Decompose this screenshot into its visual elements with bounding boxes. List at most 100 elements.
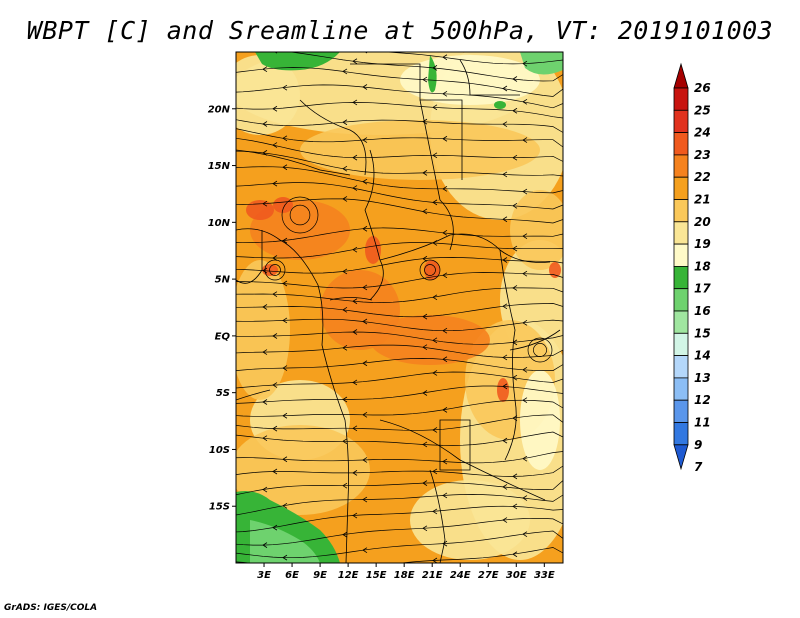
wbpt-contour-fill <box>300 120 540 180</box>
streamline-arrow <box>432 104 438 111</box>
colorbar-segment <box>673 377 689 401</box>
wbpt-contour-fill <box>365 236 381 264</box>
streamline-arrow <box>272 524 278 531</box>
lon-tick-label: 21E <box>422 570 443 581</box>
streamline-arrow <box>442 327 448 334</box>
streamline <box>236 166 563 194</box>
streamline-arrow <box>422 525 428 532</box>
colorbar-label: 11 <box>694 416 711 430</box>
longitude-axis: 3E 6E 9E 12E 15E 18E 21E 24E 27E 30E 33E <box>257 563 555 581</box>
streamline-arrow <box>362 318 368 325</box>
colorbar-label: 7 <box>694 460 703 474</box>
streamline-arrow <box>272 425 278 432</box>
chart-title: WBPT [C] and Sreamline at 500hPa, VT: 20… <box>26 16 774 45</box>
border-line <box>419 99 454 251</box>
cool-region-spot <box>494 101 506 109</box>
streamline <box>236 150 563 177</box>
streamline-arrow <box>512 202 518 209</box>
wbpt-contour-fill <box>236 260 290 400</box>
colorbar-segment <box>673 422 689 446</box>
streamline-arrow <box>422 390 428 396</box>
streamline-arrow <box>502 517 508 523</box>
colorbar-segment <box>673 288 689 312</box>
streamline-arrow <box>342 268 348 275</box>
streamline-arrow <box>502 257 508 263</box>
lon-tick-label: 9E <box>313 570 327 581</box>
streamline <box>236 494 563 516</box>
colorbar-label: 9 <box>694 438 702 452</box>
streamline-arrow <box>262 542 268 548</box>
wbpt-contour-fill <box>497 378 509 402</box>
streamline-arrow <box>422 170 428 176</box>
streamline-arrow <box>442 458 448 465</box>
streamline <box>236 242 563 259</box>
streamline-arrow <box>522 531 528 538</box>
lat-tick-label: 15S <box>209 502 230 513</box>
border-line <box>499 249 517 461</box>
streamline-arrow <box>502 216 508 223</box>
colorbar-label: 19 <box>694 237 711 251</box>
wbpt-contour-fill <box>246 200 274 220</box>
streamline-arrow <box>522 270 528 277</box>
streamline-arrow <box>422 313 428 320</box>
streamline <box>236 344 563 358</box>
lon-tick-label: 24E <box>450 570 471 581</box>
streamline-arrow <box>283 37 287 42</box>
streamline-arrow <box>512 503 518 510</box>
streamline-arrow <box>512 473 518 480</box>
streamline <box>236 137 563 162</box>
streamline-arrow <box>442 229 448 236</box>
streamline-arrow <box>342 396 348 403</box>
streamline-arrow <box>522 233 528 239</box>
wbpt-contour-fill <box>520 370 560 470</box>
streamline-arrow <box>432 240 438 246</box>
colorbar-segment <box>673 132 689 156</box>
streamline-arrow <box>432 557 438 563</box>
colorbar-label: 25 <box>694 103 711 117</box>
border-line <box>379 419 546 501</box>
streamline-vortex <box>424 264 436 276</box>
streamline-arrow <box>352 470 358 476</box>
wbpt-contour-fill <box>410 480 530 560</box>
streamline-arrow <box>282 365 288 371</box>
streamline-arrow <box>442 407 448 413</box>
lon-tick-label: 33E <box>534 570 555 581</box>
streamline-arrow <box>512 339 518 346</box>
streamline-arrow <box>272 468 278 475</box>
streamlines <box>236 37 563 563</box>
streamline <box>236 272 563 289</box>
streamline-arrow <box>272 333 278 339</box>
lat-tick-label: 10S <box>209 445 230 456</box>
colorbar-segment <box>673 199 689 223</box>
streamline <box>380 52 563 65</box>
wbpt-contour-fill <box>236 55 300 135</box>
streamline-arrow <box>262 200 268 207</box>
streamline-arrow <box>282 502 288 509</box>
streamline-arrow <box>422 480 428 486</box>
streamline-arrow <box>442 540 448 547</box>
colorbar-label: 18 <box>694 259 711 273</box>
streamline-arrow <box>442 356 448 363</box>
colorbar: 26 25 24 23 22 21 20 19 18 17 16 15 14 13 12 11 9 7 <box>673 62 711 474</box>
colorbar-label: 20 <box>694 215 711 229</box>
map-frame <box>235 51 564 564</box>
streamline <box>236 505 563 533</box>
streamline-arrow <box>282 164 288 171</box>
streamline-arrow <box>522 397 528 404</box>
streamline-arrow <box>522 455 528 462</box>
wbpt-contour-fill <box>262 264 278 276</box>
streamline-arrow <box>432 468 438 475</box>
streamline-arrow <box>282 412 288 419</box>
colorbar-label: 16 <box>694 304 711 318</box>
streamline <box>236 287 563 303</box>
colorbar-segment <box>673 87 689 111</box>
streamline-arrow <box>262 349 268 355</box>
cool-region-north-2 <box>428 55 437 93</box>
streamline-arrow <box>362 411 368 418</box>
streamline <box>236 303 563 318</box>
lon-tick-label: 30E <box>506 570 527 581</box>
streamline <box>236 465 563 477</box>
streamline <box>236 119 563 133</box>
streamline-arrow <box>432 337 438 344</box>
streamline-arrow <box>282 554 288 561</box>
